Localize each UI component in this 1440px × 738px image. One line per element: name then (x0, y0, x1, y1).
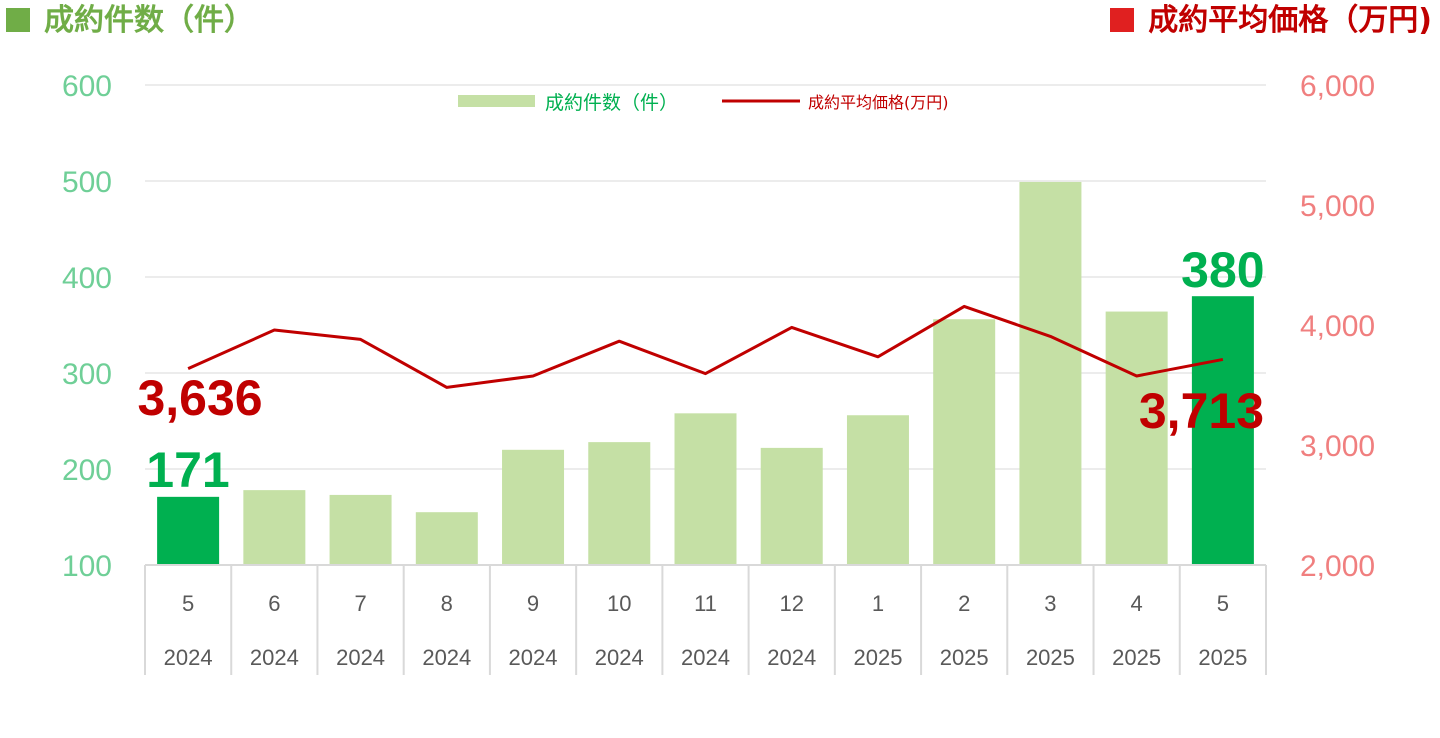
x-tick-label-year: 2024 (336, 645, 385, 670)
x-tick-label-year: 2025 (853, 645, 902, 670)
right-axis-title-text: 成約平均価格（万円) (1148, 3, 1432, 38)
bar (502, 449, 565, 565)
x-tick-label-month: 7 (354, 591, 366, 616)
x-tick-label-year: 2024 (250, 645, 299, 670)
bar (1019, 181, 1082, 565)
x-tick-label-year: 2024 (164, 645, 213, 670)
x-tick-label-year: 2024 (681, 645, 730, 670)
x-tick-label-month: 2 (958, 591, 970, 616)
bar (415, 512, 478, 565)
bar (329, 494, 392, 565)
bar (760, 447, 823, 565)
price-line (187, 304, 1224, 389)
right-axis-tick-label: 6,000 (1300, 70, 1375, 103)
right-axis-tick-label: 3,000 (1300, 430, 1375, 463)
left-axis-tick-label: 300 (62, 358, 112, 391)
x-tick-label-month: 4 (1131, 591, 1143, 616)
bar (243, 490, 306, 565)
x-tick-label-month: 3 (1044, 591, 1056, 616)
legend-line-label: 成約平均価格(万円) (808, 93, 949, 112)
x-tick-label-month: 8 (441, 591, 453, 616)
x-tick-label-month: 12 (779, 591, 803, 616)
right-axis-tick-label: 4,000 (1300, 310, 1375, 343)
data-label-price-start: 3,636 (137, 370, 262, 426)
x-tick-label-year: 2025 (1198, 645, 1247, 670)
bar (674, 413, 737, 565)
legend-bar-swatch (458, 95, 535, 107)
left-axis-title: 成約件数（件） (6, 0, 254, 42)
left-axis-tick-label: 500 (62, 166, 112, 199)
x-tick-label-year: 2024 (595, 645, 644, 670)
left-axis-tick-label: 100 (62, 550, 112, 583)
x-tick-label-month: 1 (872, 591, 884, 616)
bar (933, 319, 996, 565)
x-tick-label-year: 2025 (940, 645, 989, 670)
right-axis-title: 成約平均価格（万円) (1110, 0, 1432, 42)
x-tick-label-year: 2025 (1026, 645, 1075, 670)
bar (846, 415, 909, 565)
bar (588, 442, 651, 565)
x-tick-label-year: 2024 (509, 645, 558, 670)
x-tick-label-month: 5 (1217, 591, 1229, 616)
bar-series-marker-icon (6, 8, 30, 32)
right-axis-tick-label: 2,000 (1300, 550, 1375, 583)
left-axis-title-text: 成約件数（件） (44, 3, 254, 38)
left-axis-tick-label: 200 (62, 454, 112, 487)
data-label-price-end: 3,713 (1139, 383, 1264, 439)
x-tick-label-year: 2024 (767, 645, 816, 670)
left-axis-tick-label: 400 (62, 262, 112, 295)
left-axis-tick-label: 600 (62, 70, 112, 103)
bar (1105, 311, 1168, 565)
bar (157, 496, 220, 565)
bar (1191, 296, 1254, 565)
x-tick-label-month: 6 (268, 591, 280, 616)
line-series-marker-icon (1110, 8, 1135, 32)
x-tick-label-month: 5 (182, 591, 194, 616)
right-axis-tick-label: 5,000 (1300, 190, 1375, 223)
x-tick-label-year: 2024 (422, 645, 471, 670)
x-tick-label-month: 11 (694, 591, 717, 616)
x-tick-label-month: 10 (607, 591, 631, 616)
x-tick-label-month: 9 (527, 591, 539, 616)
legend-bar-label: 成約件数（件） (545, 92, 678, 114)
data-label-count-end: 380 (1181, 242, 1264, 298)
x-tick-label-year: 2025 (1112, 645, 1161, 670)
data-label-count-start: 171 (146, 442, 229, 498)
